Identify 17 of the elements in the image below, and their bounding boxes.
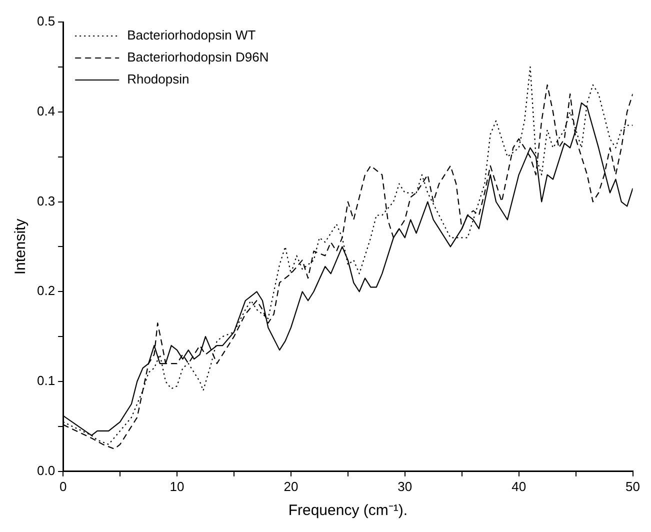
y-tick-label: 0.3 [36, 193, 56, 208]
y-tick-label: 0.5 [36, 14, 56, 29]
x-axis-title: Frequency (cm⁻¹). [288, 502, 408, 520]
y-axis-title: Intensity [12, 218, 30, 275]
x-tick-label: 40 [512, 478, 526, 494]
x-tick-label: 50 [626, 478, 640, 494]
y-tick-label: 0.2 [36, 283, 56, 298]
y-tick-label: 0.4 [36, 103, 56, 118]
x-tick-label: 20 [284, 478, 298, 494]
legend-label: Bacteriorhodopsin D96N [127, 50, 269, 65]
x-tick-label: 30 [398, 478, 412, 494]
x-tick-label: 0 [59, 478, 67, 494]
legend-label: Bacteriorhodopsin WT [127, 28, 256, 43]
x-tick-label: 10 [170, 478, 184, 494]
legend-label: Rhodopsin [127, 72, 190, 87]
y-tick-label: 0.1 [36, 373, 56, 388]
y-tick-label: 0.0 [36, 462, 56, 478]
